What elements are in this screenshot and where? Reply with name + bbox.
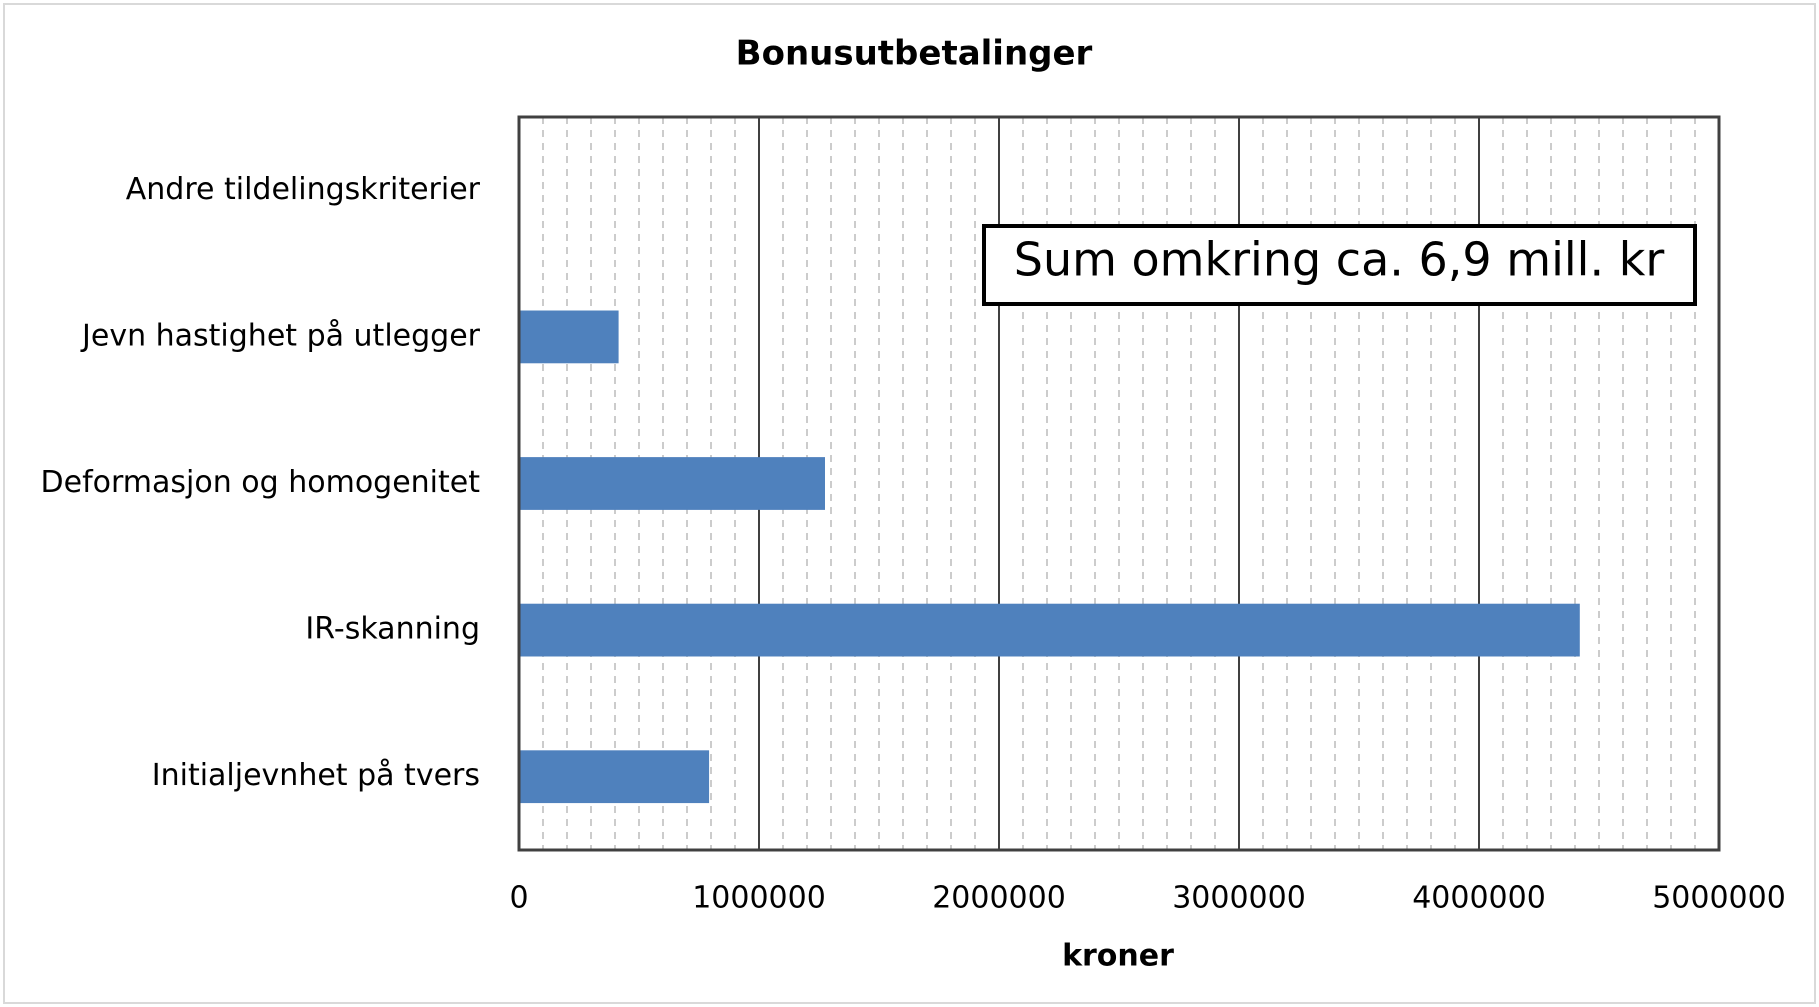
x-tick-label: 2000000: [932, 881, 1066, 916]
bar: [519, 750, 710, 804]
x-tick-label: 1000000: [692, 881, 826, 916]
y-tick-label: Deformasjon og homogenitet: [41, 465, 481, 500]
chart-title: Bonusutbetalinger: [736, 34, 1093, 74]
x-tick-label: 4000000: [1412, 881, 1546, 916]
annotation: Sum omkring ca. 6,9 mill. kr: [1014, 233, 1665, 287]
bar: [519, 603, 1580, 657]
x-tick-label: 3000000: [1172, 881, 1306, 916]
y-tick-label: Andre tildelingskriterier: [126, 172, 481, 207]
bar: [519, 457, 825, 510]
annotation-box: [982, 224, 1697, 306]
x-tick-label: 5000000: [1652, 881, 1786, 916]
y-tick-label: Initialjevnhet på tvers: [152, 758, 480, 793]
y-tick-label: IR-skanning: [305, 612, 480, 647]
bar: [519, 310, 619, 364]
y-tick-label: Jevn hastighet på utlegger: [80, 318, 481, 353]
plot-border: [517, 115, 1721, 852]
x-axis-label: kroner: [1062, 939, 1174, 974]
x-tick-label: 0: [509, 881, 528, 916]
